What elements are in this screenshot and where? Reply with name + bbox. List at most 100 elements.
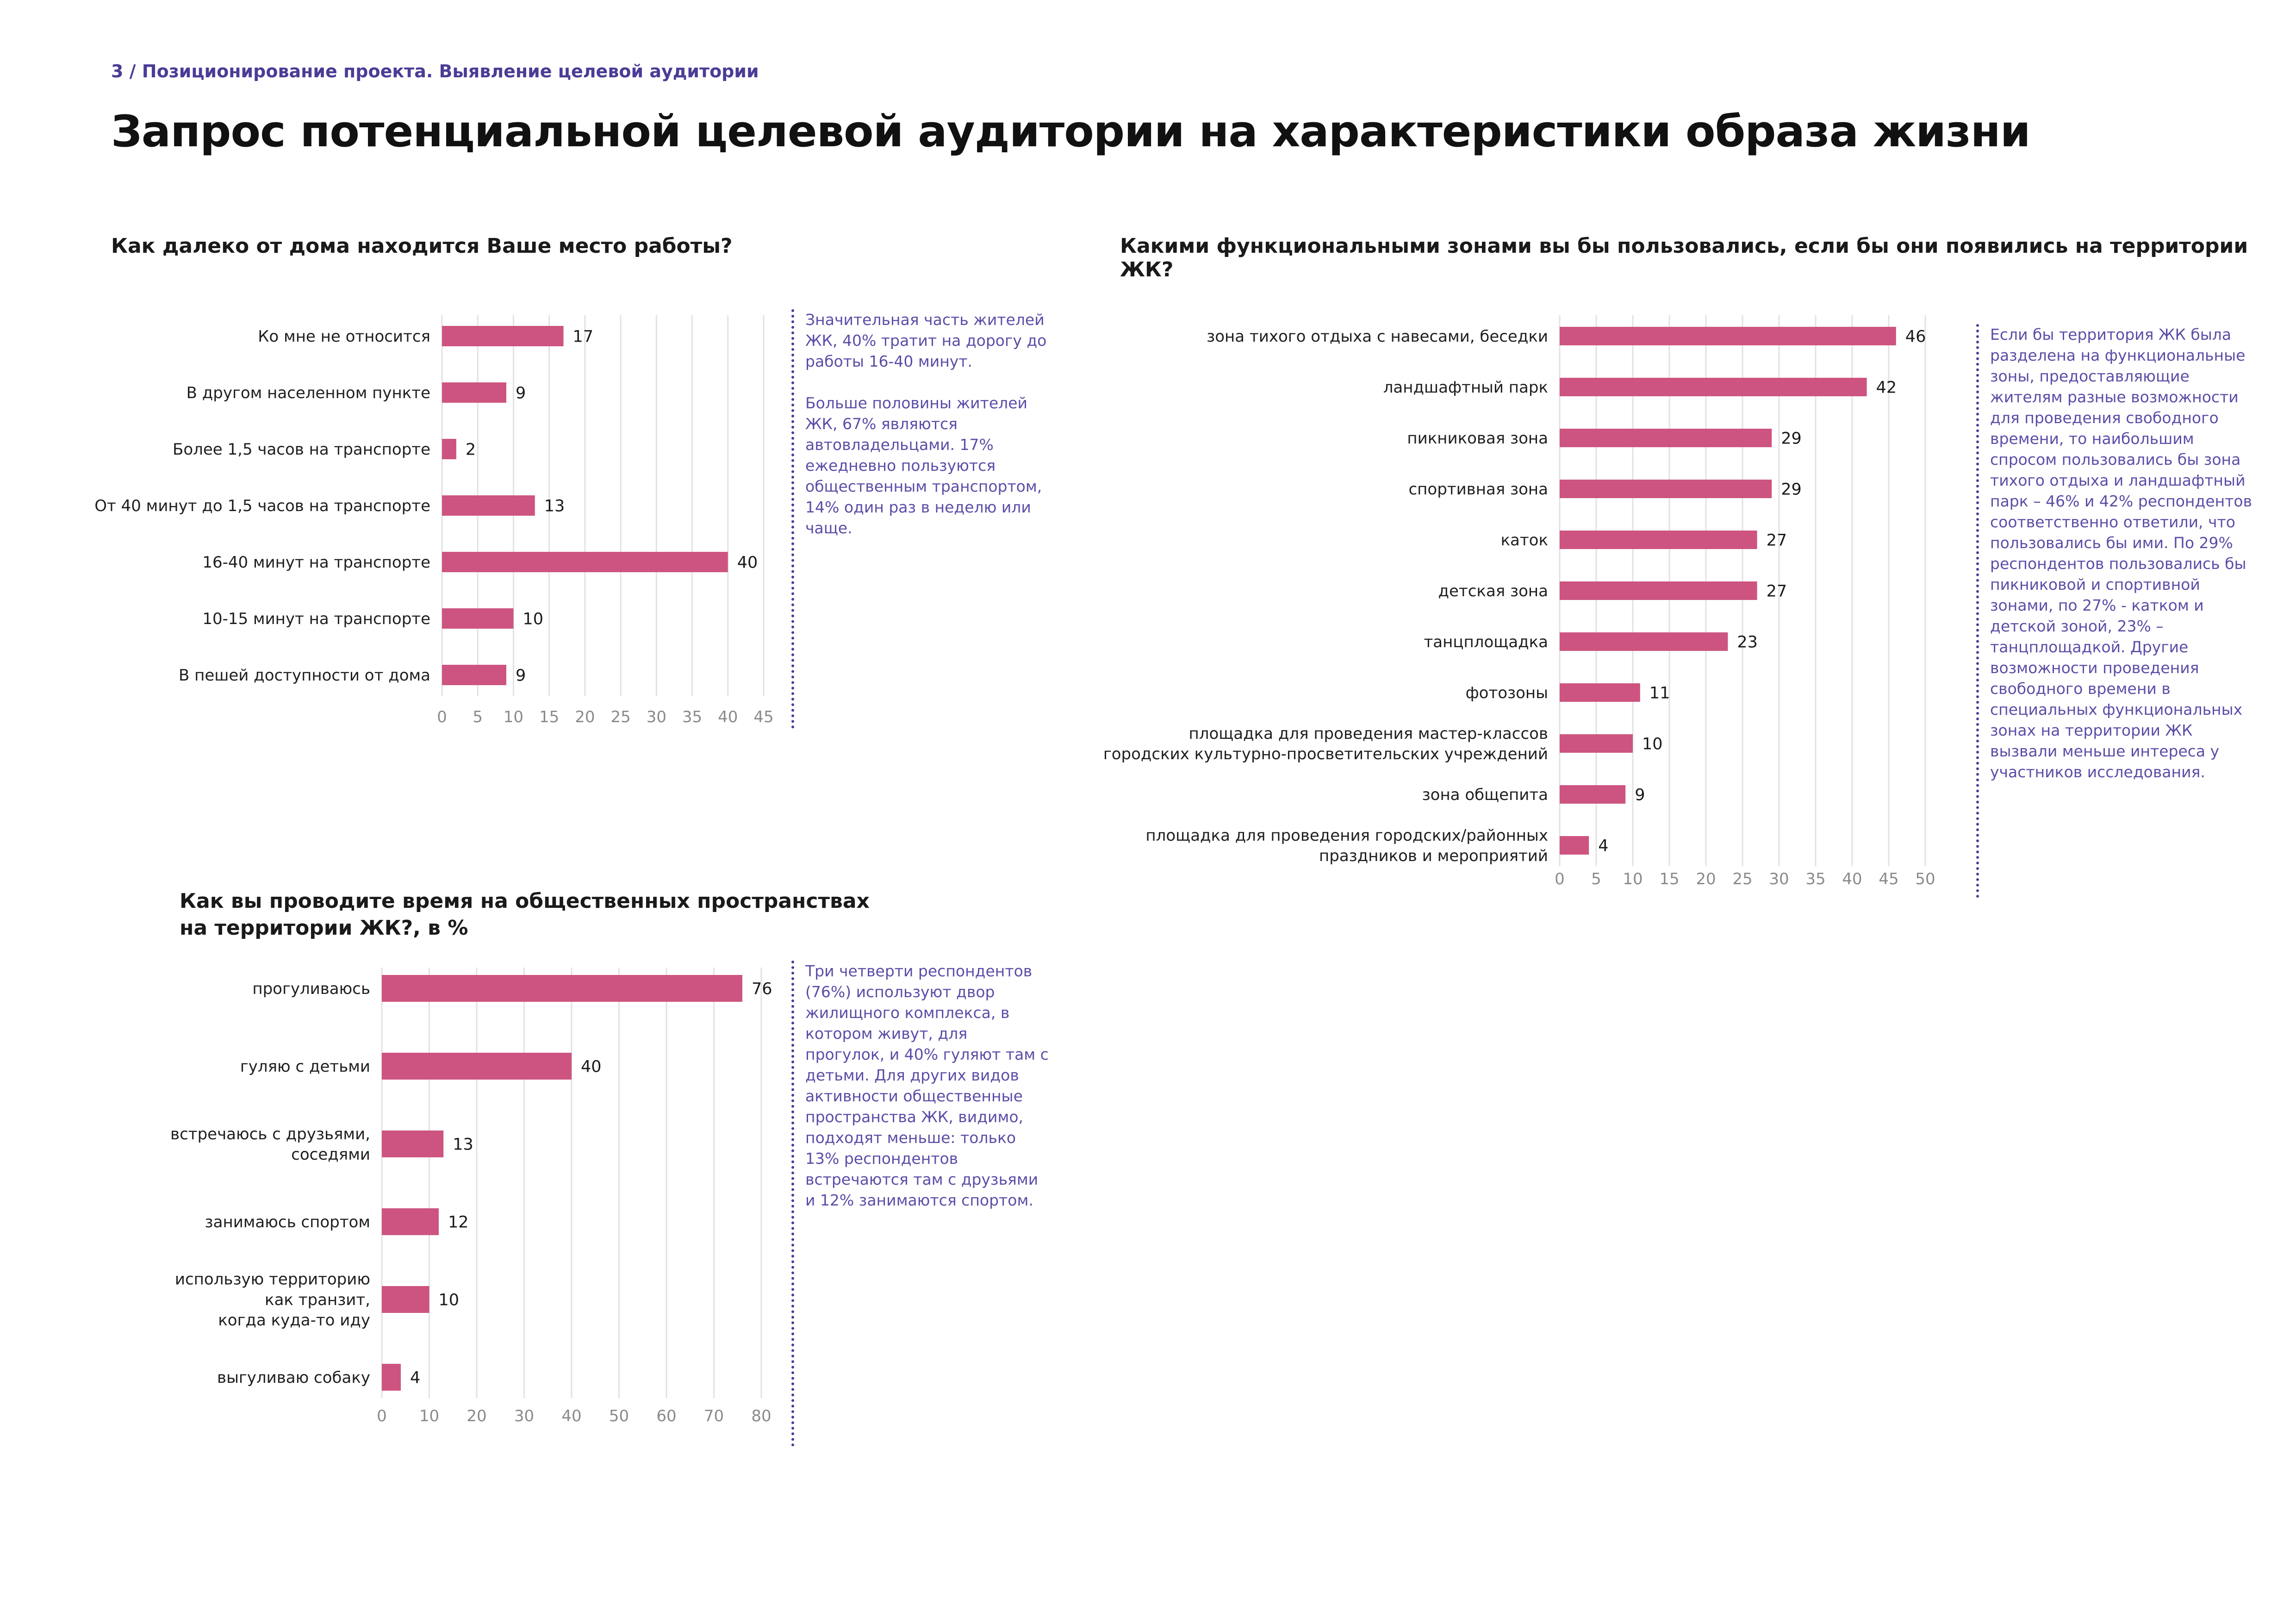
x-tick-label: 45 — [1879, 870, 1898, 888]
category-label: Ко мне не относится — [258, 327, 430, 346]
bar — [1560, 836, 1589, 855]
category-label: ландшафтный парк — [1383, 378, 1548, 397]
category-label: прогуливаюсь — [252, 980, 370, 998]
x-tick-label: 15 — [539, 708, 559, 726]
x-tick-label: 40 — [1842, 870, 1862, 888]
category-label: использую территорию как транзит, когда ку… — [175, 1270, 370, 1330]
category-label: 16-40 минут на транспорте — [202, 553, 430, 572]
x-tick-label: 10 — [1623, 870, 1643, 888]
note-paragraph: Три четверти респондентов (76%) использу… — [805, 962, 1049, 1209]
bar — [1560, 734, 1633, 753]
data-label: 2 — [466, 441, 476, 459]
x-tick-label: 70 — [704, 1407, 724, 1425]
x-tick-label: 5 — [473, 708, 483, 726]
x-tick-label: 30 — [647, 708, 666, 726]
x-tick-label: 10 — [504, 708, 523, 726]
category-label: каток — [1500, 531, 1548, 550]
bar — [1560, 429, 1772, 447]
category-label: гуляю с детьми — [240, 1057, 370, 1076]
chart-title-line: на территории ЖК?, в % — [180, 916, 468, 940]
category-label: площадка для проведения городских/районн… — [1145, 826, 1548, 865]
category-label: зона тихого отдыха с навесами, беседки — [1207, 327, 1548, 346]
data-label: 13 — [453, 1136, 473, 1154]
data-label: 46 — [1905, 328, 1926, 346]
x-tick-label: 30 — [514, 1407, 534, 1425]
bar-chart-work-distance: 0 5 10 15 20 25 30 35 40 45 Ко мне не относится 17 В… — [94, 315, 774, 726]
x-tick-label: 5 — [1591, 870, 1601, 888]
bar — [442, 382, 506, 403]
data-label: 10 — [439, 1291, 460, 1310]
data-label: 27 — [1767, 531, 1787, 550]
x-tick-label: 35 — [682, 708, 702, 726]
bar — [442, 665, 506, 685]
x-tick-label: 80 — [751, 1407, 771, 1425]
x-tick-label: 40 — [561, 1407, 581, 1425]
note-paragraph: Значительная часть жителей ЖК, 40% трати… — [805, 311, 1047, 370]
side-note-work-distance: Значительная часть жителей ЖК, 40% трати… — [791, 309, 1051, 729]
data-label: 29 — [1781, 481, 1802, 499]
data-label: 9 — [1635, 786, 1645, 805]
data-label: 27 — [1767, 582, 1787, 601]
x-tick-label: 0 — [377, 1407, 387, 1425]
side-note-functional-zones: Если бы территория ЖК была разделена на … — [1976, 324, 2254, 898]
data-label: 4 — [1598, 837, 1608, 856]
category-label: В другом населенном пункте — [187, 384, 430, 402]
bar — [442, 608, 514, 629]
data-label: 17 — [573, 328, 594, 346]
data-label: 40 — [581, 1058, 602, 1076]
side-note-public-spaces: Три четверти респондентов (76%) использу… — [791, 961, 1051, 1447]
bar — [382, 975, 742, 1002]
bar — [382, 1364, 401, 1391]
x-tick-label: 40 — [718, 708, 738, 726]
chart-title-line: Как вы проводите время на общественных п… — [180, 889, 870, 913]
chart-title-functional-zones: Какими функциональными зонами вы бы поль… — [1120, 234, 2248, 281]
chart-title-public-spaces: Как вы проводите время на общественных п… — [180, 888, 870, 942]
x-tick-label: 20 — [467, 1407, 486, 1425]
category-label: От 40 минут до 1,5 часов на транспорте — [94, 497, 430, 515]
data-label: 13 — [544, 497, 565, 516]
bar-chart-public-spaces: 0 10 20 30 40 50 60 70 80 прогуливаюсь 76 гуляю с д… — [170, 968, 772, 1425]
category-label: пикниковая зона — [1407, 429, 1548, 448]
category-label: В пешей доступности от дома — [179, 666, 430, 685]
category-label: танцплощадка — [1424, 633, 1548, 651]
data-label: 12 — [448, 1213, 469, 1232]
bar — [1560, 581, 1757, 600]
category-label: фотозоны — [1466, 684, 1548, 702]
x-tick-label: 45 — [753, 708, 773, 726]
category-label: зона общепита — [1422, 786, 1548, 804]
bar — [1560, 785, 1626, 804]
category-label: площадка для проведения мастер-классов го… — [1103, 725, 1548, 763]
x-tick-label: 50 — [609, 1407, 629, 1425]
x-tick-label: 10 — [419, 1407, 439, 1425]
x-tick-label: 0 — [437, 708, 447, 726]
bar — [382, 1208, 439, 1235]
x-tick-label: 30 — [1769, 870, 1789, 888]
bar — [1560, 632, 1728, 651]
category-label: спортивная зона — [1408, 480, 1548, 499]
data-label: 29 — [1781, 430, 1802, 448]
category-label: 10-15 минут на транспорте — [202, 610, 430, 628]
data-label: 10 — [1642, 735, 1663, 754]
x-tick-label: 25 — [610, 708, 630, 726]
note-paragraph: Больше половины жителей ЖК, 67% являются… — [805, 394, 1042, 537]
x-tick-label: 50 — [1915, 870, 1935, 888]
bar — [442, 326, 564, 346]
category-label: встречаюсь с друзьями, соседями — [170, 1125, 370, 1164]
data-label: 4 — [410, 1369, 420, 1387]
chart-title-work-distance: Как далеко от дома находится Ваше место … — [111, 234, 733, 258]
bar — [1560, 531, 1757, 549]
x-tick-label: 25 — [1732, 870, 1752, 888]
data-label: 42 — [1876, 379, 1897, 397]
breadcrumb: 3 / Позиционирование проекта. Выявление … — [111, 61, 759, 81]
bar — [1560, 378, 1867, 396]
note-paragraph: Если бы территория ЖК была разделена на … — [1990, 325, 2252, 781]
category-label: занимаюсь спортом — [205, 1213, 370, 1231]
page-title: Запрос потенциальной целевой аудитории н… — [111, 106, 2031, 157]
data-label: 23 — [1737, 633, 1758, 652]
bar — [442, 552, 728, 572]
data-label: 9 — [516, 667, 526, 685]
x-tick-label: 0 — [1555, 870, 1565, 888]
bar — [442, 439, 456, 459]
bar — [382, 1053, 572, 1080]
bar — [442, 495, 535, 516]
